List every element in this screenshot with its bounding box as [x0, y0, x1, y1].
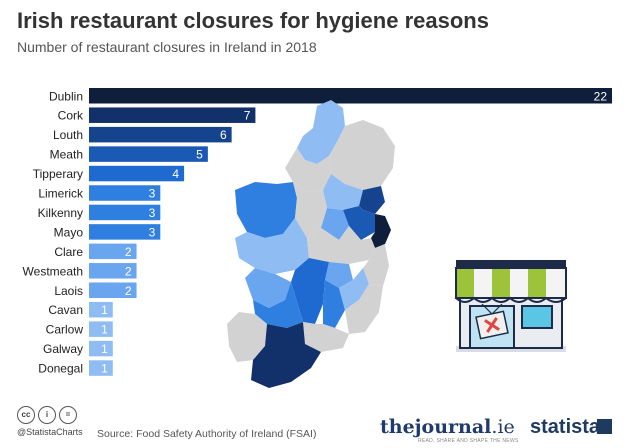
shop-awning: [455, 267, 567, 303]
value-label: 5: [196, 148, 203, 162]
category-label: Clare: [54, 245, 83, 259]
map-region-kilkenny: [323, 280, 345, 328]
bar-kilkenny: [89, 204, 161, 221]
map-region-kerry: [227, 312, 267, 362]
thejournal-logo[interactable]: thejournal.ie: [380, 416, 515, 438]
map-region-meath: [343, 206, 375, 240]
category-label: Carlow: [46, 323, 84, 337]
map-region-mayo: [235, 182, 297, 238]
ireland-map: [227, 100, 395, 388]
value-label: 1: [101, 342, 108, 356]
bar-cavan: [89, 301, 113, 318]
category-label: Mayo: [54, 225, 84, 239]
category-label: Cork: [58, 109, 84, 123]
attribution-icon[interactable]: i: [38, 406, 56, 424]
bar-donegal: [89, 360, 113, 376]
category-label: Laois: [54, 284, 83, 298]
bar-carlow: [89, 321, 113, 337]
value-label: 3: [149, 187, 156, 201]
map-region-north: [329, 120, 395, 190]
value-label: 1: [101, 362, 108, 376]
map-region-laois: [325, 262, 353, 288]
value-label: 2: [125, 264, 132, 278]
statista-logo[interactable]: statista: [530, 416, 601, 438]
bar-laois: [89, 282, 137, 298]
thejournal-logo-suffix: .ie: [491, 416, 515, 438]
bar-westmeath: [89, 263, 137, 279]
bar-louth: [89, 126, 232, 143]
map-region-tipperary: [291, 258, 329, 324]
bar-dublin: [89, 88, 612, 104]
statista-handle[interactable]: @StatistaCharts: [17, 427, 83, 437]
shop-window: [521, 305, 553, 329]
map-region-cork: [251, 322, 321, 388]
category-label: Galway: [43, 342, 83, 356]
page-subtitle: Number of restaurant closures in Ireland…: [17, 39, 317, 55]
bar-limerick: [89, 185, 161, 201]
category-label: Louth: [53, 128, 83, 142]
bar-tipperary: [89, 165, 185, 182]
map-region-limerick: [253, 282, 303, 328]
map-region-offaly: [307, 226, 375, 264]
thejournal-tagline: READ, SHARE AND SHAPE THE NEWS: [418, 438, 519, 444]
bar-cork: [89, 107, 256, 123]
page-title: Irish restaurant closures for hygiene re…: [17, 8, 489, 33]
category-label: Cavan: [48, 303, 83, 317]
category-label: Meath: [50, 148, 83, 162]
category-label: Tipperary: [33, 167, 83, 181]
value-label: 2: [125, 284, 132, 298]
value-label: 1: [101, 323, 108, 337]
category-label: Limerick: [38, 187, 84, 201]
footer: cc i = @StatistaCharts Source: Food Safe…: [0, 402, 630, 448]
value-label: 22: [594, 89, 608, 103]
map-region-clare: [245, 268, 291, 308]
shop-closed-icon: [455, 260, 567, 352]
cc-icon[interactable]: cc: [17, 406, 35, 424]
map-region-westmeath: [321, 208, 349, 240]
statista-logo-mark: [597, 419, 612, 434]
map-region-carlow: [339, 268, 369, 310]
map-region-wexford: [345, 284, 383, 334]
value-label: 7: [244, 109, 251, 123]
map-region-cavan: [323, 174, 363, 210]
bar-mayo: [89, 224, 161, 240]
value-label: 2: [125, 245, 132, 259]
map-region-waterford: [303, 322, 349, 352]
map-region-north-west: [285, 148, 331, 192]
shop-roof-bar: [456, 260, 566, 268]
closed-sign-icon: [475, 303, 509, 340]
thejournal-logo-main: thejournal: [380, 416, 492, 438]
map-region-donegal: [297, 100, 345, 164]
bar-meath: [89, 146, 208, 162]
no-derivatives-icon[interactable]: =: [59, 406, 77, 424]
category-label: Donegal: [38, 362, 83, 376]
map-region-galway: [235, 218, 309, 274]
value-label: 3: [149, 225, 156, 239]
map-region-louth: [359, 186, 385, 214]
value-label: 6: [220, 128, 227, 142]
value-label: 4: [172, 167, 179, 181]
category-label: Kilkenny: [38, 206, 83, 220]
value-label: 1: [101, 303, 108, 317]
bar-clare: [89, 243, 137, 260]
map-region-wicklow: [363, 244, 389, 286]
value-label: 3: [149, 206, 156, 220]
category-label: Dublin: [49, 89, 83, 103]
map-region-roscommon: [293, 182, 327, 238]
license-icons: cc i =: [17, 406, 77, 424]
source-note: Source: Food Safety Authority of Ireland…: [97, 428, 317, 440]
category-label: Westmeath: [23, 264, 83, 278]
bar-galway: [89, 340, 113, 357]
map-region-dublin: [371, 214, 391, 248]
